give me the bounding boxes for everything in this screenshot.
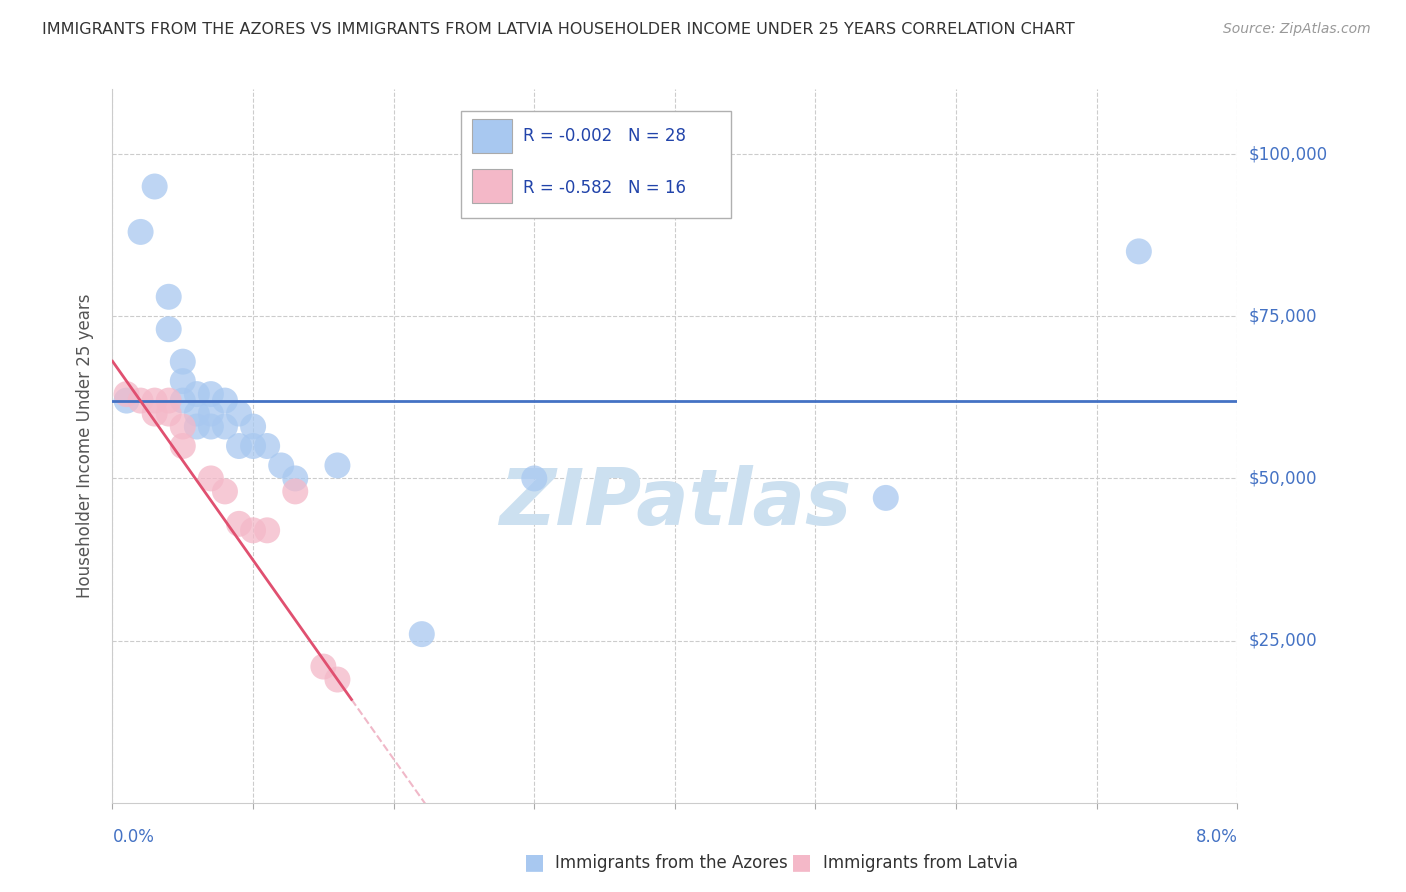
- Point: [270, 458, 292, 473]
- Point: [326, 673, 349, 687]
- Point: [172, 419, 194, 434]
- Point: [157, 407, 180, 421]
- Point: [326, 458, 349, 473]
- Point: [200, 407, 222, 421]
- Point: [411, 627, 433, 641]
- Point: [200, 419, 222, 434]
- Point: [256, 524, 278, 538]
- Point: [228, 439, 250, 453]
- Bar: [472, 169, 512, 203]
- Point: [186, 407, 208, 421]
- Point: [200, 471, 222, 485]
- Point: [172, 354, 194, 368]
- Point: [284, 471, 307, 485]
- Text: $75,000: $75,000: [1249, 307, 1317, 326]
- Point: [129, 393, 152, 408]
- Text: 8.0%: 8.0%: [1195, 828, 1237, 846]
- Text: Immigrants from Latvia: Immigrants from Latvia: [823, 854, 1018, 871]
- Point: [143, 393, 166, 408]
- Point: [115, 393, 138, 408]
- Point: [875, 491, 897, 505]
- Point: [157, 322, 180, 336]
- Point: [157, 393, 180, 408]
- Point: [186, 419, 208, 434]
- Text: 0.0%: 0.0%: [112, 828, 155, 846]
- Text: $25,000: $25,000: [1249, 632, 1317, 649]
- Y-axis label: Householder Income Under 25 years: Householder Income Under 25 years: [76, 293, 94, 599]
- Point: [186, 387, 208, 401]
- Point: [214, 419, 236, 434]
- Point: [200, 387, 222, 401]
- Point: [228, 516, 250, 531]
- Point: [172, 439, 194, 453]
- Point: [1128, 244, 1150, 259]
- Text: IMMIGRANTS FROM THE AZORES VS IMMIGRANTS FROM LATVIA HOUSEHOLDER INCOME UNDER 25: IMMIGRANTS FROM THE AZORES VS IMMIGRANTS…: [42, 22, 1076, 37]
- Point: [172, 374, 194, 388]
- Text: Immigrants from the Azores: Immigrants from the Azores: [555, 854, 789, 871]
- Text: Source: ZipAtlas.com: Source: ZipAtlas.com: [1223, 22, 1371, 37]
- Point: [242, 439, 264, 453]
- Bar: [472, 120, 512, 153]
- FancyBboxPatch shape: [461, 111, 731, 218]
- Text: ■: ■: [792, 853, 811, 872]
- Point: [129, 225, 152, 239]
- Point: [214, 484, 236, 499]
- Text: R = -0.002   N = 28: R = -0.002 N = 28: [523, 127, 686, 145]
- Point: [143, 179, 166, 194]
- Point: [256, 439, 278, 453]
- Point: [115, 387, 138, 401]
- Point: [157, 290, 180, 304]
- Point: [312, 659, 335, 673]
- Point: [242, 524, 264, 538]
- Point: [284, 484, 307, 499]
- Point: [172, 393, 194, 408]
- Point: [228, 407, 250, 421]
- Point: [242, 419, 264, 434]
- Text: R = -0.582   N = 16: R = -0.582 N = 16: [523, 178, 686, 196]
- Text: $100,000: $100,000: [1249, 145, 1327, 163]
- Point: [523, 471, 546, 485]
- Point: [214, 393, 236, 408]
- Text: ZIPatlas: ZIPatlas: [499, 465, 851, 541]
- Text: $50,000: $50,000: [1249, 469, 1317, 487]
- Point: [143, 407, 166, 421]
- Text: ■: ■: [524, 853, 544, 872]
